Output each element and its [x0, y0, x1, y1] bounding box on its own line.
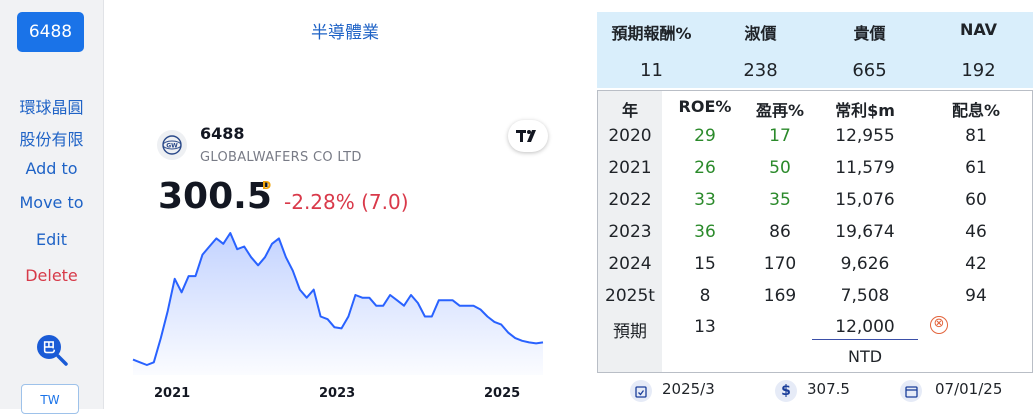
row-roe: 29	[694, 126, 716, 146]
year-header: 年	[621, 101, 638, 120]
cheap-price-value: 238	[743, 60, 778, 81]
row-roe: 36	[694, 222, 716, 242]
expensive-price-header: 貴價	[853, 24, 886, 43]
search-magnifier-icon[interactable]: 巴	[34, 332, 70, 368]
row-payout: 46	[965, 222, 987, 242]
company-logo-icon: GW	[157, 130, 187, 160]
company-name-line2: 股份有限	[19, 130, 84, 149]
valuation-panel: 預期報酬% 淑價 貴價 NAV 11 238 665 192	[597, 12, 1033, 88]
x-tick-label: 2023	[319, 386, 356, 401]
market-button[interactable]: TW	[21, 384, 79, 414]
history-table: 年 ROE% 盈再% 常利$m 配息% 2020 29 17 12,955 81 2021 26 50 1…	[597, 90, 1033, 373]
row-year: 2021	[608, 158, 652, 178]
company-name-line1: 環球晶圓	[19, 98, 84, 117]
symbol-label: 6488	[200, 124, 245, 143]
stock-code-button[interactable]: 6488	[17, 12, 84, 52]
row-reinvest: 50	[769, 158, 791, 178]
row-reinvest: 86	[769, 222, 791, 242]
payout-header: 配息%	[951, 101, 1001, 120]
calendar-icon	[900, 380, 922, 402]
row-payout: 81	[965, 126, 987, 146]
reference-price-value: 307.5	[807, 380, 850, 398]
clear-icon[interactable]: ⊗	[930, 316, 948, 334]
nav-header: NAV	[959, 20, 998, 39]
price-value: 300.5	[158, 176, 272, 217]
company-full-name: GLOBALWAFERS CO LTD	[200, 150, 362, 165]
industry-label: 半導體業	[311, 23, 379, 43]
row-payout: 60	[965, 190, 987, 210]
price-area-chart[interactable]	[130, 225, 550, 375]
sidebar: 6488 環球晶圓 股份有限 Add to Move to Edit Delet…	[0, 0, 104, 414]
dollar-icon: $	[775, 380, 797, 402]
x-tick-label: 2021	[154, 386, 191, 401]
nav-value: 192	[961, 60, 996, 81]
currency-label: NTD	[847, 347, 883, 366]
row-roe: 26	[694, 158, 716, 178]
edit-link[interactable]: Edit	[36, 230, 67, 249]
expected-roe: 13	[694, 317, 716, 337]
row-profit: 12,955	[835, 126, 895, 146]
expected-label: 預期	[613, 322, 647, 342]
expensive-price-value: 665	[852, 60, 887, 81]
calendar-check-icon	[630, 380, 652, 402]
price-area-fill	[133, 233, 543, 375]
row-year: 2022	[608, 190, 652, 210]
reinvest-header: 盈再%	[755, 101, 805, 120]
row-roe: 8	[699, 286, 711, 306]
row-year: 2025t	[605, 286, 655, 306]
expected-return-value: 11	[640, 60, 663, 81]
row-reinvest: 17	[769, 126, 791, 146]
expected-return-header: 預期報酬%	[611, 24, 692, 43]
price-delayed-badge: D	[262, 179, 272, 192]
svg-text:巴: 巴	[42, 341, 55, 356]
row-roe: 15	[694, 254, 716, 274]
tradingview-logo-icon[interactable]	[508, 120, 548, 152]
year-column-bg	[598, 91, 662, 372]
row-reinvest: 169	[763, 286, 797, 306]
row-profit: 15,076	[835, 190, 895, 210]
date-value: 07/01/25	[935, 380, 1003, 398]
row-year: 2024	[608, 254, 652, 274]
svg-text:GW: GW	[166, 143, 178, 150]
row-profit: 9,626	[840, 254, 890, 274]
row-reinvest: 170	[763, 254, 797, 274]
cheap-price-header: 淑價	[744, 24, 777, 43]
roe-header: ROE%	[678, 97, 732, 116]
period-value: 2025/3	[662, 380, 715, 398]
add-to-link[interactable]: Add to	[25, 159, 78, 178]
delete-link[interactable]: Delete	[25, 266, 78, 285]
row-profit: 11,579	[835, 158, 895, 178]
price-series-line	[132, 232, 544, 366]
row-year: 2023	[608, 222, 652, 242]
expected-profit-input[interactable]: 12,000	[812, 315, 918, 340]
row-payout: 94	[965, 286, 987, 306]
row-payout: 61	[965, 158, 987, 178]
move-to-link[interactable]: Move to	[19, 193, 84, 212]
row-profit: 19,674	[835, 222, 895, 242]
price-change: -2.28% (7.0)	[284, 190, 409, 214]
x-tick-label: 2025	[484, 386, 521, 401]
row-year: 2020	[608, 126, 652, 146]
row-profit: 7,508	[840, 286, 890, 306]
row-roe: 33	[694, 190, 716, 210]
profit-header: 常利$m	[835, 101, 895, 120]
row-reinvest: 35	[769, 190, 791, 210]
row-payout: 42	[965, 254, 987, 274]
